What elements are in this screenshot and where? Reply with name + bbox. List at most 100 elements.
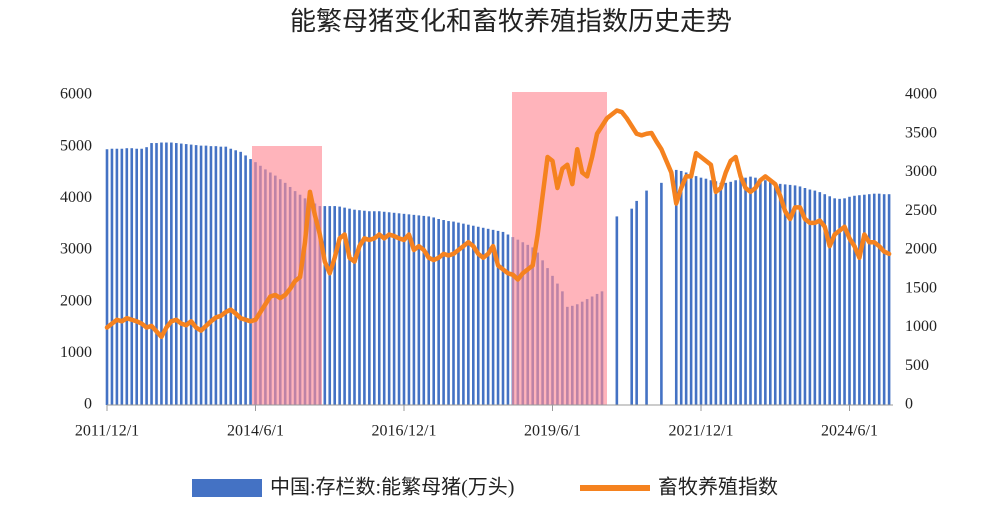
bar bbox=[803, 188, 807, 405]
bar bbox=[863, 194, 866, 405]
bar bbox=[140, 148, 143, 405]
bar bbox=[689, 174, 693, 405]
bar bbox=[412, 214, 416, 405]
bar bbox=[328, 206, 332, 405]
bar bbox=[160, 142, 163, 406]
bar bbox=[120, 148, 124, 405]
bar bbox=[373, 211, 376, 405]
y2-tick-label: 1000 bbox=[905, 318, 937, 335]
bar bbox=[674, 169, 678, 405]
bar bbox=[788, 184, 792, 405]
bar bbox=[472, 225, 475, 405]
bar bbox=[729, 181, 732, 405]
bar bbox=[363, 210, 366, 405]
bar bbox=[853, 195, 856, 405]
bar bbox=[808, 189, 812, 405]
bar bbox=[135, 148, 138, 405]
bar bbox=[793, 185, 797, 405]
bar bbox=[719, 182, 723, 405]
y2-tick-label: 2500 bbox=[905, 202, 937, 219]
legend-label: 畜牧养殖指数 bbox=[658, 476, 778, 499]
bar bbox=[219, 146, 223, 405]
bar bbox=[660, 182, 663, 405]
x-tick-label: 2011/12/1 bbox=[75, 423, 139, 440]
bar bbox=[818, 192, 822, 405]
bar bbox=[858, 195, 861, 405]
bar bbox=[739, 178, 742, 405]
bar bbox=[249, 159, 252, 405]
y-tick-label: 4000 bbox=[60, 189, 92, 206]
bar bbox=[635, 200, 638, 405]
y-tick-label: 2000 bbox=[60, 292, 92, 309]
y2-tick-label: 1500 bbox=[905, 279, 937, 296]
bar bbox=[214, 146, 218, 405]
bar bbox=[823, 194, 827, 405]
bar bbox=[744, 177, 747, 405]
bar bbox=[452, 221, 455, 405]
bar bbox=[645, 190, 648, 405]
bar bbox=[457, 222, 460, 405]
legend-swatch bbox=[192, 479, 262, 497]
bar bbox=[778, 183, 782, 405]
highlight-region bbox=[512, 92, 607, 405]
bar bbox=[323, 206, 327, 405]
bar bbox=[194, 145, 198, 405]
y2-tick-label: 500 bbox=[905, 357, 929, 374]
x-tick-label: 2019/6/1 bbox=[524, 423, 581, 440]
bar bbox=[407, 214, 411, 405]
bar bbox=[189, 144, 193, 405]
y2-tick-label: 2000 bbox=[905, 241, 937, 258]
bar bbox=[397, 213, 401, 405]
x-tick-label: 2016/12/1 bbox=[372, 423, 437, 440]
bar bbox=[239, 151, 242, 405]
bar bbox=[338, 206, 341, 405]
bar bbox=[833, 198, 836, 405]
bar bbox=[175, 143, 178, 406]
bar bbox=[704, 178, 708, 405]
bar bbox=[813, 190, 817, 405]
highlight-region bbox=[252, 146, 322, 405]
bar bbox=[150, 143, 153, 406]
bar bbox=[204, 145, 208, 405]
bar bbox=[724, 182, 728, 405]
bar bbox=[491, 229, 495, 405]
bar bbox=[838, 198, 841, 405]
bar bbox=[130, 148, 134, 405]
bar bbox=[773, 182, 777, 405]
bar bbox=[759, 178, 762, 405]
bar bbox=[392, 212, 396, 405]
x-tick-label: 2024/6/1 bbox=[821, 423, 878, 440]
bar bbox=[170, 142, 173, 406]
bar bbox=[476, 226, 480, 405]
legend-label: 中国:存栏数:能繁母猪(万头) bbox=[270, 476, 514, 499]
bar bbox=[679, 170, 683, 405]
bar bbox=[377, 211, 381, 405]
bar bbox=[427, 216, 431, 405]
bar bbox=[764, 180, 767, 405]
bar bbox=[209, 146, 213, 405]
y2-tick-label: 4000 bbox=[905, 86, 937, 103]
y-tick-label: 1000 bbox=[60, 344, 92, 361]
bar bbox=[843, 198, 846, 405]
y-tick-label: 3000 bbox=[60, 241, 92, 258]
bar bbox=[749, 176, 752, 405]
bar bbox=[387, 212, 391, 405]
bar bbox=[462, 223, 465, 405]
bar bbox=[333, 206, 336, 405]
bar bbox=[501, 231, 505, 405]
bar bbox=[496, 230, 500, 405]
bar bbox=[199, 145, 203, 405]
y2-tick-label: 3500 bbox=[905, 124, 937, 141]
x-tick-label: 2014/6/1 bbox=[227, 423, 284, 440]
bar bbox=[684, 172, 688, 405]
bar bbox=[872, 193, 876, 405]
y2-tick-label: 3000 bbox=[905, 163, 937, 180]
bar bbox=[368, 211, 371, 405]
bar bbox=[348, 208, 351, 405]
bar bbox=[244, 155, 247, 405]
bar bbox=[179, 143, 183, 406]
bar bbox=[481, 227, 485, 405]
bar bbox=[105, 149, 109, 405]
bar bbox=[882, 194, 886, 405]
